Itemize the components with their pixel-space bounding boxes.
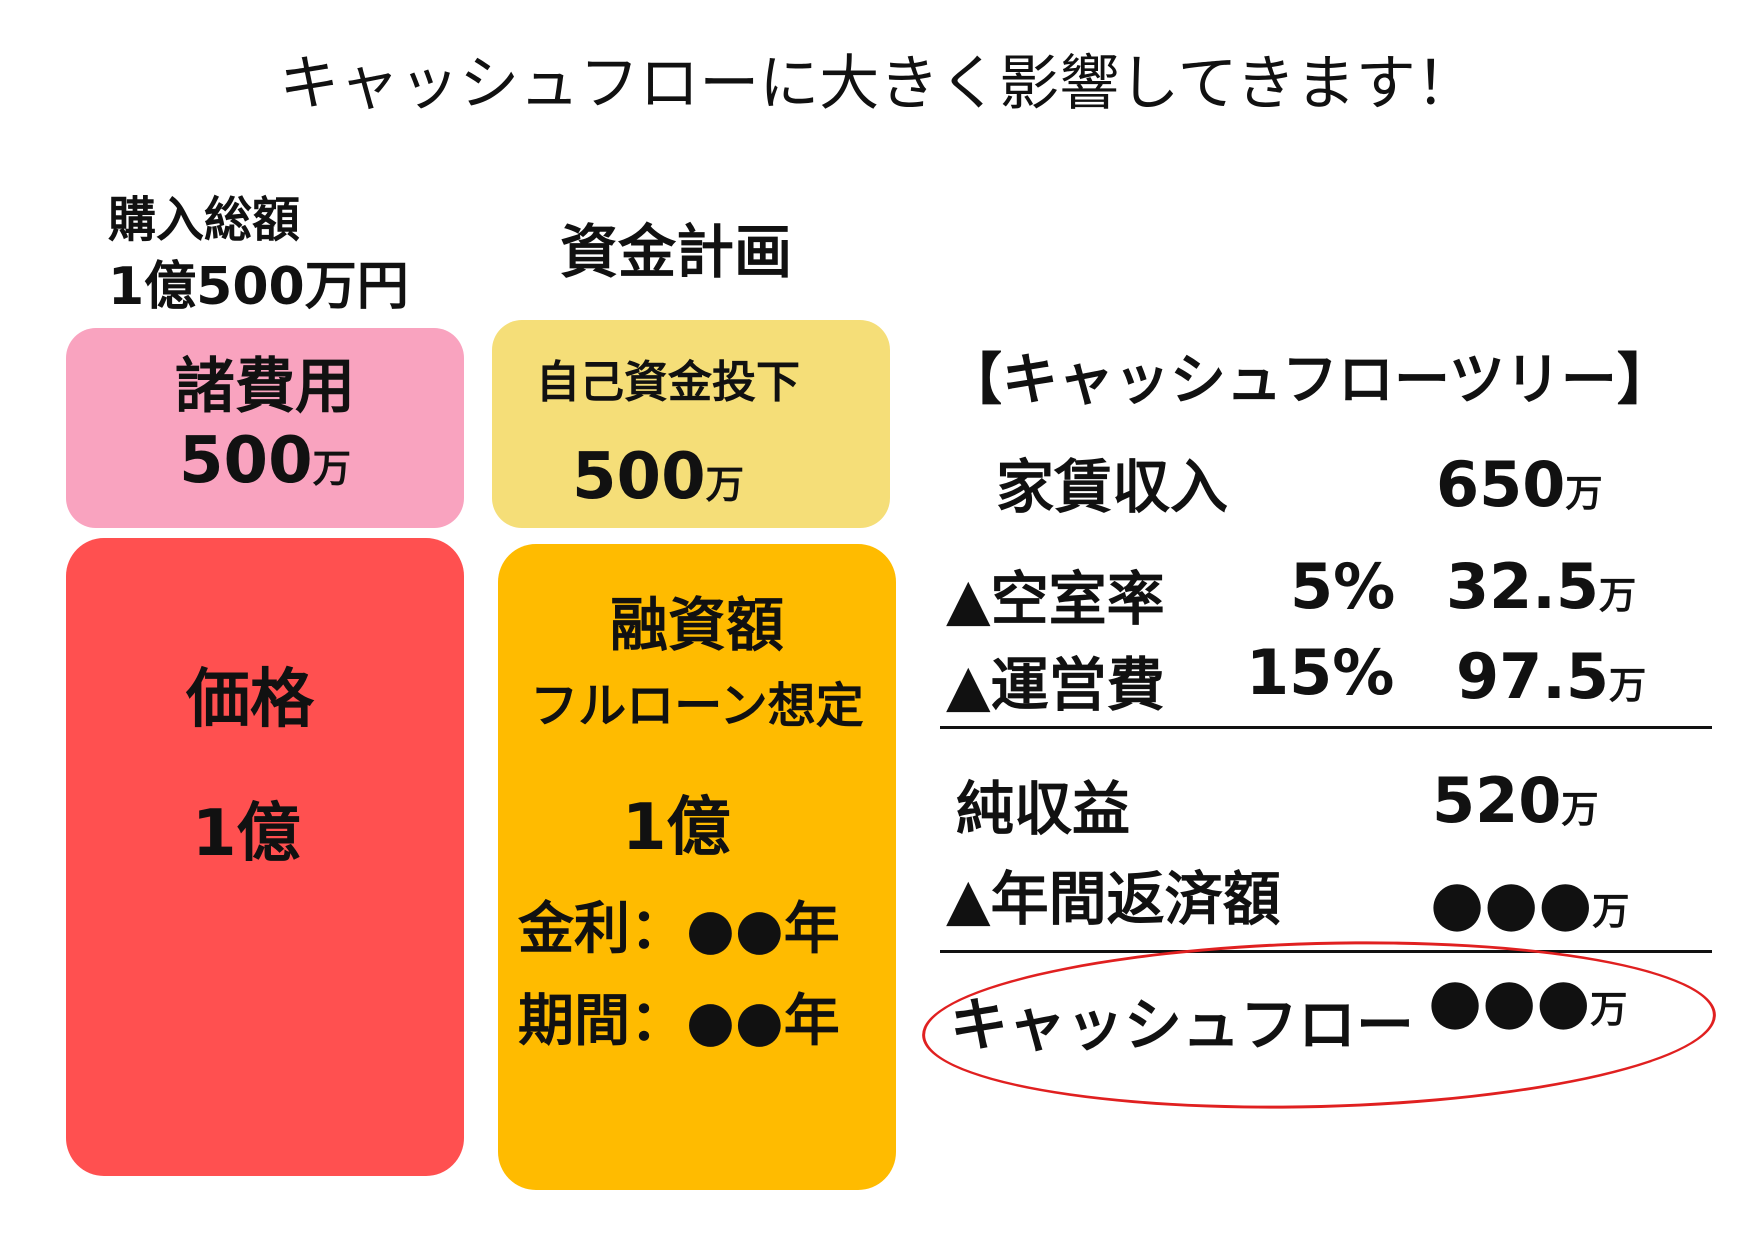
cashflow-tree-heading: 【キャッシュフローツリー】 <box>946 348 1673 413</box>
annual-repayment-unit: 万 <box>1592 889 1630 933</box>
equity-value: 500 <box>572 440 706 514</box>
net-income-amount: 520万 <box>1432 764 1599 837</box>
fees-amount: 500万 <box>66 424 464 498</box>
loan-rate-value: ●●年 <box>686 897 840 962</box>
vacancy-rate: 5% <box>1290 550 1396 623</box>
rent-income-amount: 650万 <box>1436 448 1603 521</box>
loan-term-value: ●●年 <box>686 989 840 1054</box>
annual-repayment-amount: ●●●万 <box>1430 866 1630 939</box>
loan-sub-label: フルローン想定 <box>530 678 864 734</box>
loan-value: 1億 <box>622 791 731 865</box>
loan-term: 期間：●●年 <box>518 976 840 1057</box>
loan-box: 融資額 フルローン想定 1億 金利：●●年 期間：●●年 <box>498 544 896 1190</box>
vacancy-amount: 32.5万 <box>1446 550 1636 623</box>
equity-amount: 500万 <box>572 440 744 514</box>
equity-label: 自己資金投下 <box>536 357 800 408</box>
price-box: 価格 1億 <box>66 538 464 1176</box>
fees-unit: 万 <box>312 447 351 492</box>
vacancy-label: ▲空室率 <box>946 565 1165 633</box>
net-income-value: 520 <box>1432 764 1562 837</box>
purchase-total-amount: 1億500万円 <box>108 257 409 317</box>
net-income-unit: 万 <box>1561 787 1599 831</box>
cashflow-result-label: キャッシュフロー <box>950 991 1415 1059</box>
annual-repayment-value: ●●● <box>1430 866 1593 939</box>
fund-plan-heading: 資金計画 <box>560 218 793 286</box>
operating-cost-label: ▲運営費 <box>946 651 1165 719</box>
cashflow-result-amount: ●●●万 <box>1428 964 1628 1037</box>
net-income-label: 純収益 <box>956 775 1131 843</box>
operating-cost-amount: 97.5万 <box>1456 640 1646 713</box>
equity-unit: 万 <box>705 463 744 508</box>
operating-cost-value: 97.5 <box>1456 640 1609 713</box>
price-value: 1億 <box>192 797 301 871</box>
equity-box: 自己資金投下 500万 <box>492 320 890 528</box>
operating-cost-unit: 万 <box>1608 663 1647 707</box>
purchase-total-label: 購入総額 <box>108 192 301 248</box>
fees-value: 500 <box>179 424 313 498</box>
loan-term-label: 期間： <box>518 989 686 1054</box>
cashflow-result-value: ●●● <box>1428 964 1591 1037</box>
vacancy-unit: 万 <box>1598 573 1637 617</box>
operating-cost-rate: 15% <box>1246 636 1395 709</box>
rent-income-unit: 万 <box>1565 471 1603 515</box>
divider-1 <box>940 726 1712 729</box>
annual-repayment-label: ▲年間返済額 <box>946 865 1281 933</box>
cashflow-result-unit: 万 <box>1590 987 1628 1031</box>
loan-rate-label: 金利： <box>518 897 686 962</box>
rent-income-value: 650 <box>1436 448 1566 521</box>
loan-rate: 金利：●●年 <box>518 884 840 965</box>
vacancy-value: 32.5 <box>1446 550 1599 623</box>
page-title: キャッシュフローに大きく影響してきます！ <box>279 49 1476 119</box>
fees-label: 諸費用 <box>175 352 355 422</box>
rent-income-label: 家賃収入 <box>996 453 1229 521</box>
loan-label: 融資額 <box>609 591 784 659</box>
divider-2 <box>940 950 1712 953</box>
price-label: 価格 <box>186 663 314 737</box>
fees-box: 諸費用 500万 <box>66 328 464 528</box>
